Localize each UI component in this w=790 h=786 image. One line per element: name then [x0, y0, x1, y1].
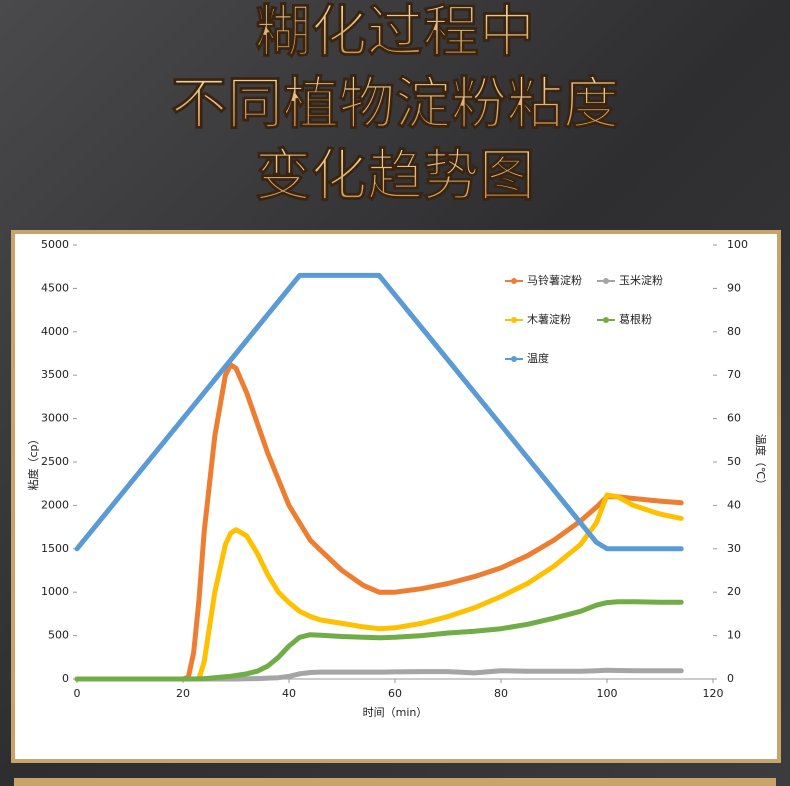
legend-marker: [511, 356, 517, 362]
series-line: [74, 272, 684, 552]
y-tick-label: 4500: [41, 281, 69, 294]
legend-marker: [603, 317, 609, 323]
legend-label: 温度: [527, 351, 549, 365]
x-tick-label: 100: [597, 687, 618, 700]
x-axis-label: 时间（min）: [363, 706, 428, 719]
title-line: 变化趋势图: [255, 144, 535, 209]
y-tick-label: 2500: [41, 455, 69, 468]
legend-label: 木薯淀粉: [527, 312, 571, 326]
y-tick-label: 500: [48, 629, 69, 642]
y2-tick-label: 100: [727, 238, 748, 251]
y2-tick-label: 90: [727, 281, 741, 294]
title-line: 糊化过程中: [255, 0, 535, 65]
legend-marker: [511, 278, 517, 284]
y2-tick-label: 20: [727, 585, 741, 598]
y-tick-label: 1000: [41, 585, 69, 598]
y-axis-label: 粘度（cp）: [26, 433, 40, 490]
y-tick-label: 2000: [41, 498, 69, 511]
x-tick-label: 20: [176, 687, 190, 700]
title-line: 不同植物淀粉粘度: [171, 72, 619, 137]
y2-tick-label: 60: [727, 412, 741, 425]
x-tick-label: 60: [388, 687, 402, 700]
y2-tick-label: 50: [727, 455, 741, 468]
x-tick-label: 120: [703, 687, 724, 700]
legend-label: 葛根粉: [619, 312, 652, 326]
y2-tick-label: 40: [727, 498, 741, 511]
y2-tick-label: 30: [727, 542, 741, 555]
y-tick-label: 4000: [41, 325, 69, 338]
bottom-strip: [14, 778, 776, 786]
y-tick-label: 3500: [41, 368, 69, 381]
series-line: [74, 599, 684, 682]
y2-tick-label: 0: [727, 672, 734, 685]
y-tick-label: 5000: [41, 238, 69, 251]
chart-panel: [11, 230, 781, 763]
y2-tick-label: 80: [727, 325, 741, 338]
legend-label: 马铃薯淀粉: [527, 273, 582, 287]
y2-axis-label: 温度（℃）: [754, 434, 768, 490]
y-tick-label: 3000: [41, 412, 69, 425]
x-tick-label: 0: [74, 687, 81, 700]
y2-tick-label: 70: [727, 368, 741, 381]
x-tick-label: 80: [494, 687, 508, 700]
legend-marker: [603, 278, 609, 284]
series-line: [74, 362, 684, 682]
legend-marker: [511, 317, 517, 323]
y-tick-label: 1500: [41, 542, 69, 555]
series-line: [74, 492, 684, 682]
x-tick-label: 40: [282, 687, 296, 700]
y-tick-label: 0: [62, 672, 69, 685]
y2-tick-label: 10: [727, 629, 741, 642]
legend-label: 玉米淀粉: [619, 273, 663, 287]
